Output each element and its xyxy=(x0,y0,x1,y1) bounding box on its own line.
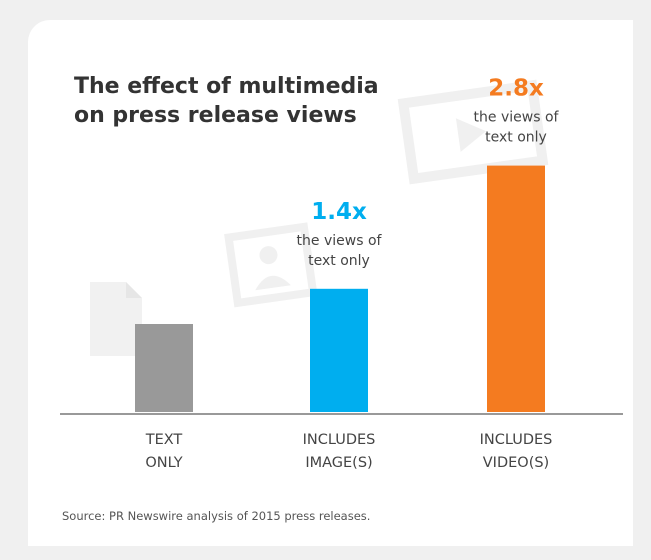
category-label-2-line-1: INCLUDES xyxy=(303,432,376,448)
multiplier-label-3: 2.8x xyxy=(488,76,544,102)
category-label-1-line-2: ONLY xyxy=(145,455,182,471)
annotation-3-line-1: the views of xyxy=(474,110,560,126)
category-label-3-line-2: VIDEO(S) xyxy=(483,455,549,471)
chart-title-line-1: The effect of multimedia xyxy=(74,74,379,99)
annotation-2-line-2: text only xyxy=(308,253,370,269)
image-icon xyxy=(224,222,318,308)
bar-3 xyxy=(487,165,545,412)
category-label-1-line-1: TEXT xyxy=(145,432,183,448)
category-label-2-line-2: IMAGE(S) xyxy=(305,455,372,471)
chart-title: The effect of multimedia on press releas… xyxy=(74,72,394,130)
chart-title-line-2: on press release views xyxy=(74,103,357,128)
bar-chart: TEXT ONLY INCLUDES IMAGE(S) INCLUDES VIDEO(S)… xyxy=(60,76,623,471)
multiplier-label-2: 1.4x xyxy=(311,199,367,225)
infographic-card: The effect of multimedia on press releas… xyxy=(28,20,633,546)
category-label-3-line-1: INCLUDES xyxy=(480,432,553,448)
bar-1 xyxy=(135,324,193,412)
document-icon xyxy=(90,282,142,356)
source-note: Source: PR Newswire analysis of 2015 pre… xyxy=(62,509,371,523)
video-icon xyxy=(397,79,549,185)
bar-2 xyxy=(310,288,368,412)
annotation-3-line-2: text only xyxy=(485,130,547,146)
annotation-2-line-1: the views of xyxy=(297,233,383,249)
